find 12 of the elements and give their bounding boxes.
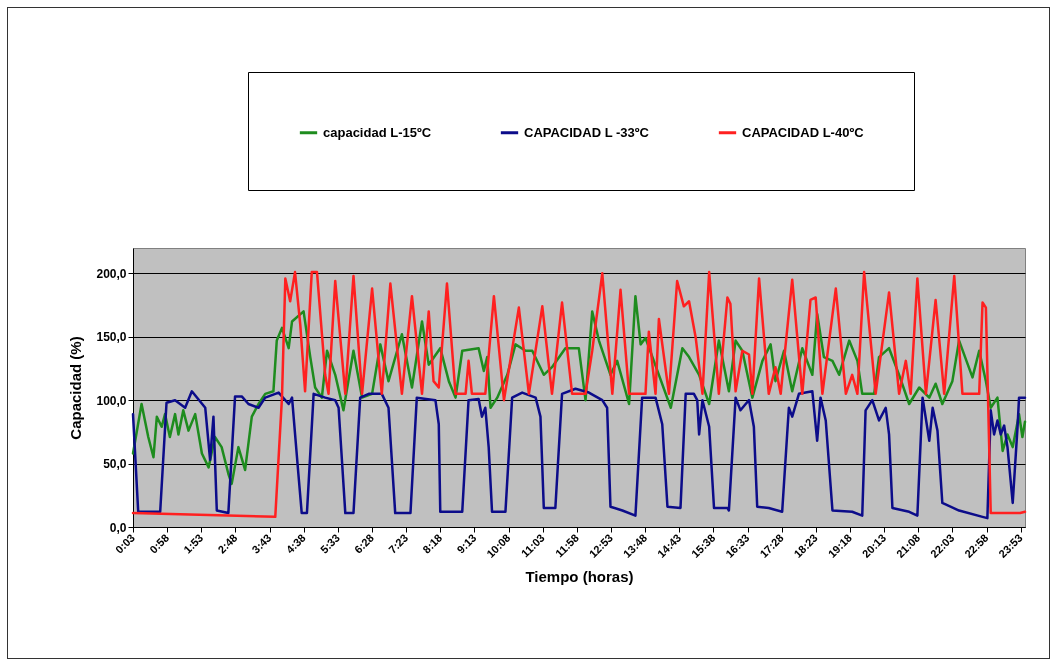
legend-label: capacidad L-15ºC	[323, 124, 432, 140]
line-series	[131, 387, 1027, 520]
legend-label: CAPACIDAD L -33ºC	[524, 124, 650, 140]
legend-label: CAPACIDAD L-40ºC	[742, 124, 865, 140]
y-tick-label: 100,0	[96, 393, 127, 408]
y-axis-title: Capacidad (%)	[67, 336, 85, 440]
y-tick-label: 50,0	[103, 457, 127, 472]
line-series	[131, 270, 1027, 519]
y-tick-label: 150,0	[96, 330, 127, 345]
y-tick-label: 0,0	[109, 520, 127, 535]
y-tick-label: 200,0	[96, 266, 127, 281]
x-axis-title: Tiempo (horas)	[525, 567, 634, 585]
